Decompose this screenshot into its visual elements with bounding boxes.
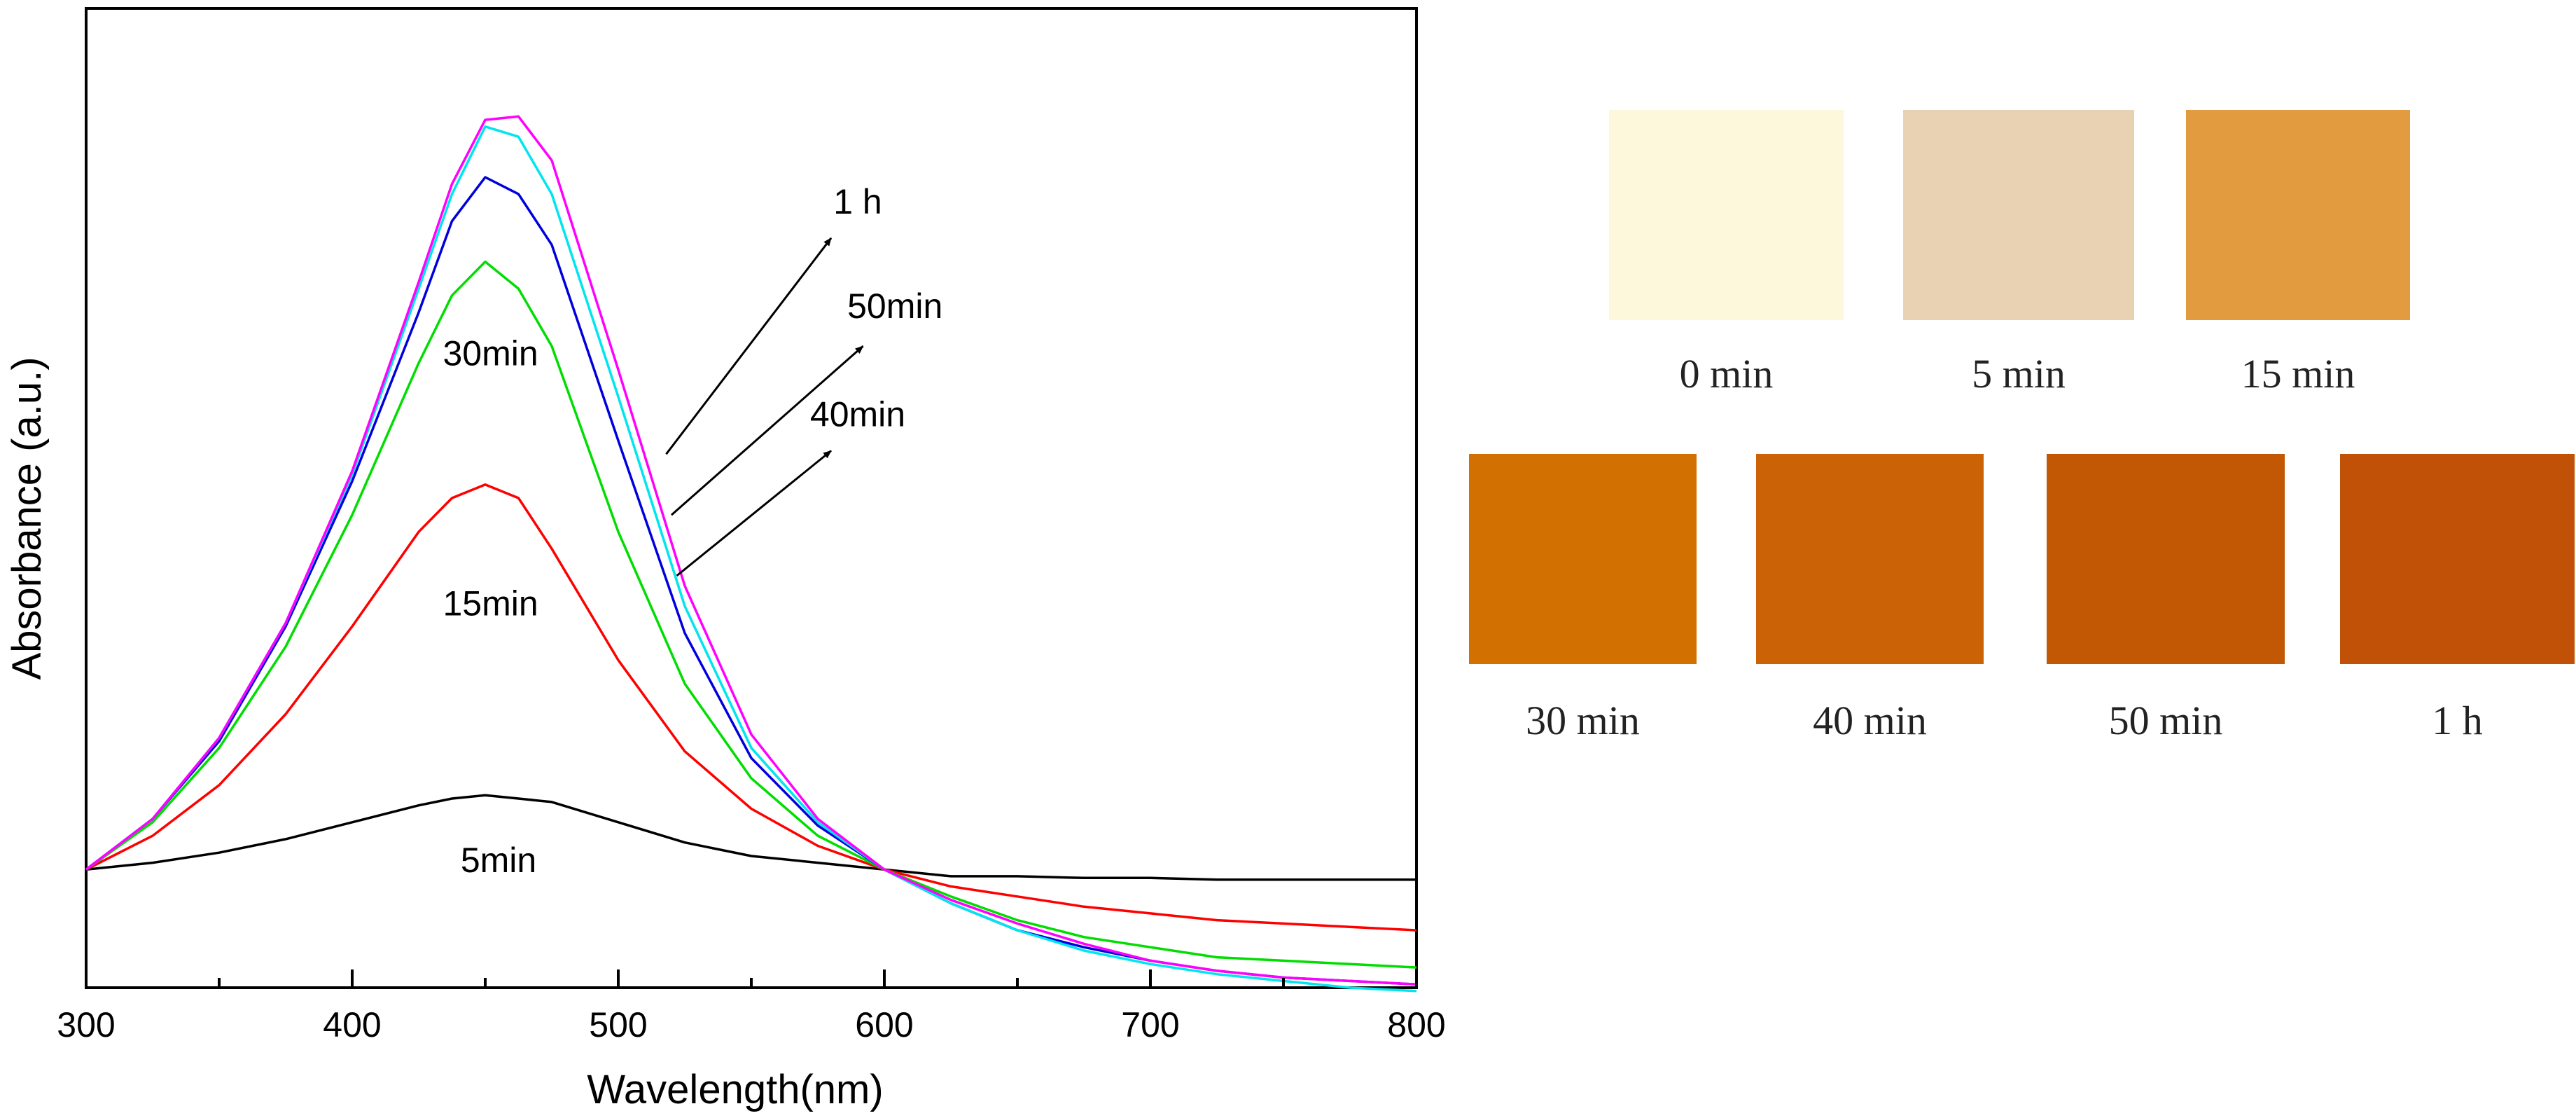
series-layer xyxy=(85,115,1417,993)
x-ticks: 300 400 500 600 700 800 xyxy=(57,969,1446,1044)
swatch-30-min xyxy=(1469,454,1697,664)
swatch-label: 40 min xyxy=(1813,698,1927,743)
swatch-label: 30 min xyxy=(1526,698,1640,743)
series-line-50min xyxy=(85,125,1417,993)
annotation-arrow xyxy=(676,450,832,577)
swatch-label: 0 min xyxy=(1679,351,1774,396)
series-line-40min xyxy=(85,176,1417,986)
x-axis-label: Wavelength(nm) xyxy=(587,1067,883,1112)
x-tick-label: 400 xyxy=(323,1005,381,1044)
annotation-label: 30min xyxy=(443,334,538,373)
x-tick-label: 500 xyxy=(589,1005,647,1044)
x-tick-label: 600 xyxy=(855,1005,913,1044)
annotation-label: 15min xyxy=(443,584,538,623)
y-axis-label: Absorbance (a.u.) xyxy=(4,357,50,679)
swatch-label: 50 min xyxy=(2108,698,2223,743)
swatch-label: 5 min xyxy=(1972,351,2066,396)
x-tick-label: 300 xyxy=(57,1005,115,1044)
annotation-arrow xyxy=(671,345,864,516)
swatch-40-min xyxy=(1756,454,1984,664)
series-line-1-h xyxy=(85,115,1417,986)
annotation-label: 5min xyxy=(461,841,536,880)
swatch-15-min xyxy=(2186,110,2410,320)
series-line-30min xyxy=(85,260,1417,969)
series-line-15min xyxy=(85,483,1417,932)
annotations: 5min 15min 30min 40min 50min 1 h xyxy=(443,182,943,880)
x-tick-label: 700 xyxy=(1121,1005,1179,1044)
series-line-5min xyxy=(85,794,1416,881)
absorbance-chart: 300 400 500 600 700 800 5min 15min 30min 40min 50… xyxy=(4,7,1446,1112)
plot-frame xyxy=(85,7,1418,989)
swatch-label: 1 h xyxy=(2432,698,2483,743)
annotation-label: 50min xyxy=(847,287,942,326)
swatch-1-h xyxy=(2340,454,2575,664)
swatch-0-min xyxy=(1609,110,1844,320)
swatch-5-min xyxy=(1903,110,2134,320)
annotation-label: 1 h xyxy=(833,182,882,221)
swatch-label: 15 min xyxy=(2241,351,2355,396)
annotation-arrow xyxy=(665,237,833,455)
swatch-50-min xyxy=(2047,454,2285,664)
x-tick-label: 800 xyxy=(1387,1005,1445,1044)
annotation-label: 40min xyxy=(810,395,905,434)
